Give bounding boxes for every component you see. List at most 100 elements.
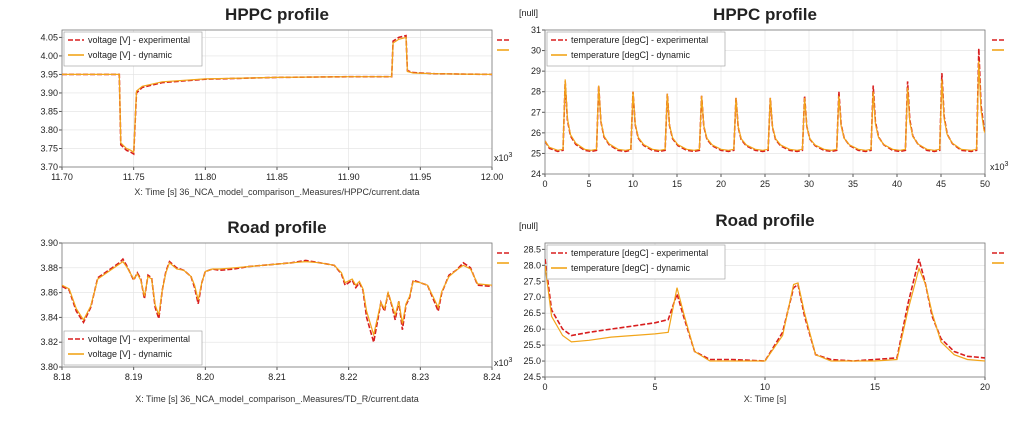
y-tick-label: 3.75 <box>40 143 58 153</box>
y-tick-label: 25 <box>531 148 541 158</box>
y-tick-label: 3.86 <box>40 288 58 298</box>
legend-box <box>546 31 726 67</box>
y-tick-label: 3.84 <box>40 312 58 322</box>
y-tick-label: 27.5 <box>523 276 541 286</box>
y-tick-label: 26.5 <box>523 308 541 318</box>
x-tick-label: 8.22 <box>340 372 358 382</box>
x-tick-label: 5 <box>586 179 591 189</box>
chart-title: HPPC profile <box>713 5 817 24</box>
x-tick-label: 20 <box>980 382 990 392</box>
legend-entry: voltage [V] - dynamic <box>88 50 173 60</box>
chart-title: Road profile <box>227 218 326 237</box>
y-tick-label: 28 <box>531 87 541 97</box>
legend-entry: temperature [degC] - experimental <box>571 248 708 258</box>
plot-frame <box>544 242 986 378</box>
y-tick-label: 26 <box>531 128 541 138</box>
y-tick-label: 3.90 <box>40 238 58 248</box>
y-tick-label: 28.0 <box>523 260 541 270</box>
x-tick-label: 8.23 <box>412 372 430 382</box>
y-tick-label: 4.00 <box>40 51 58 61</box>
x-tick-label: 45 <box>936 179 946 189</box>
y-tick-label: 30 <box>531 46 541 56</box>
x-multiplier-label: x103 <box>494 152 513 163</box>
x-multiplier-label: x103 <box>990 161 1009 172</box>
legend-entry: voltage [V] - dynamic <box>88 349 173 359</box>
legend-entry: temperature [degC] - experimental <box>571 35 708 45</box>
chart-panel-1: HPPC profile 3.70 3.75 3.80 3.85 3.90 3.95 4.00… <box>40 5 512 197</box>
series-line-experimental <box>62 34 492 156</box>
x-axis-caption: X: Time [s] 36_NCA_model_comparison_.Mea… <box>135 394 419 404</box>
legend-box <box>63 330 203 366</box>
x-tick-label: 0 <box>542 179 547 189</box>
y-tick-label: 28.5 <box>523 244 541 254</box>
y-tick-label: 26.0 <box>523 324 541 334</box>
y-tick-label: 3.80 <box>40 362 58 372</box>
plot-frame <box>61 29 493 168</box>
y-tick-label: 3.95 <box>40 69 58 79</box>
series-line-dynamic <box>62 260 492 338</box>
chart-title: HPPC profile <box>225 5 329 24</box>
x-tick-label: 8.20 <box>197 372 215 382</box>
x-tick-label: 15 <box>672 179 682 189</box>
chart-panel-4: Road profile [null] 24.5 25.0 25.5 26.0 26.5 27… <box>519 211 1004 404</box>
x-tick-label: 5 <box>652 382 657 392</box>
x-tick-label: 11.95 <box>409 172 431 182</box>
y-tick-label: 25.0 <box>523 356 541 366</box>
x-tick-label: 0 <box>542 382 547 392</box>
x-tick-label: 11.70 <box>51 172 73 182</box>
x-tick-label: 30 <box>804 179 814 189</box>
plot-frame <box>544 29 986 175</box>
y-tick-label: 3.88 <box>40 263 58 273</box>
x-tick-label: 11.85 <box>266 172 288 182</box>
x-tick-label: 10 <box>760 382 770 392</box>
legend: temperature [degC] - experimental tempera… <box>546 244 726 280</box>
series-line-experimental <box>545 258 985 362</box>
y-tick-label: 24 <box>531 169 541 179</box>
y-tick-label: 3.70 <box>40 162 58 172</box>
x-multiplier-label: x103 <box>494 357 513 368</box>
x-axis-caption: X: Time [s] 36_NCA_model_comparison_.Mea… <box>134 187 419 197</box>
x-tick-label: 40 <box>892 179 902 189</box>
y-tick-label: 25.5 <box>523 340 541 350</box>
legend: voltage [V] - experimental voltage [V] - … <box>63 31 203 67</box>
y-unit-tag: [null] <box>519 8 538 18</box>
y-tick-label: 3.90 <box>40 88 58 98</box>
x-tick-label: 8.19 <box>125 372 143 382</box>
series-line-dynamic <box>62 36 492 154</box>
y-unit-tag: [null] <box>519 221 538 231</box>
y-tick-label: 27 <box>531 107 541 117</box>
plot-frame <box>61 242 493 368</box>
legend-box <box>63 31 203 67</box>
x-tick-label: 8.21 <box>268 372 286 382</box>
legend-entry: voltage [V] - experimental <box>88 334 190 344</box>
legend: temperature [degC] - experimental tempera… <box>546 31 726 67</box>
y-tick-label: 24.5 <box>523 372 541 382</box>
legend-entry: temperature [degC] - dynamic <box>571 50 691 60</box>
y-tick-label: 27.0 <box>523 292 541 302</box>
y-tick-label: 3.80 <box>40 125 58 135</box>
x-tick-label: 11.75 <box>123 172 145 182</box>
x-tick-label: 35 <box>848 179 858 189</box>
x-tick-label: 11.80 <box>194 172 216 182</box>
x-tick-label: 12.00 <box>481 172 504 182</box>
x-tick-label: 8.24 <box>483 372 501 382</box>
legend: voltage [V] - experimental voltage [V] - … <box>63 330 203 366</box>
y-tick-label: 29 <box>531 66 541 76</box>
legend-entry: temperature [degC] - dynamic <box>571 263 691 273</box>
legend-entry: voltage [V] - experimental <box>88 35 190 45</box>
legend-box <box>546 244 726 280</box>
x-tick-label: 11.90 <box>338 172 360 182</box>
x-tick-label: 25 <box>760 179 770 189</box>
series-line-dynamic <box>545 265 985 362</box>
chart-panel-2: HPPC profile [null] 24 25 26 27 28 29 30 31 0 5 10 15… <box>519 5 1009 189</box>
x-tick-label: 10 <box>628 179 638 189</box>
y-tick-label: 4.05 <box>40 32 58 42</box>
series-line-dynamic <box>545 60 985 151</box>
x-tick-label: 20 <box>716 179 726 189</box>
y-tick-label: 3.85 <box>40 106 58 116</box>
x-tick-label: 15 <box>870 382 880 392</box>
x-tick-label: 50 <box>980 179 990 189</box>
x-axis-caption: X: Time [s] <box>744 394 787 404</box>
x-tick-label: 8.18 <box>53 372 71 382</box>
